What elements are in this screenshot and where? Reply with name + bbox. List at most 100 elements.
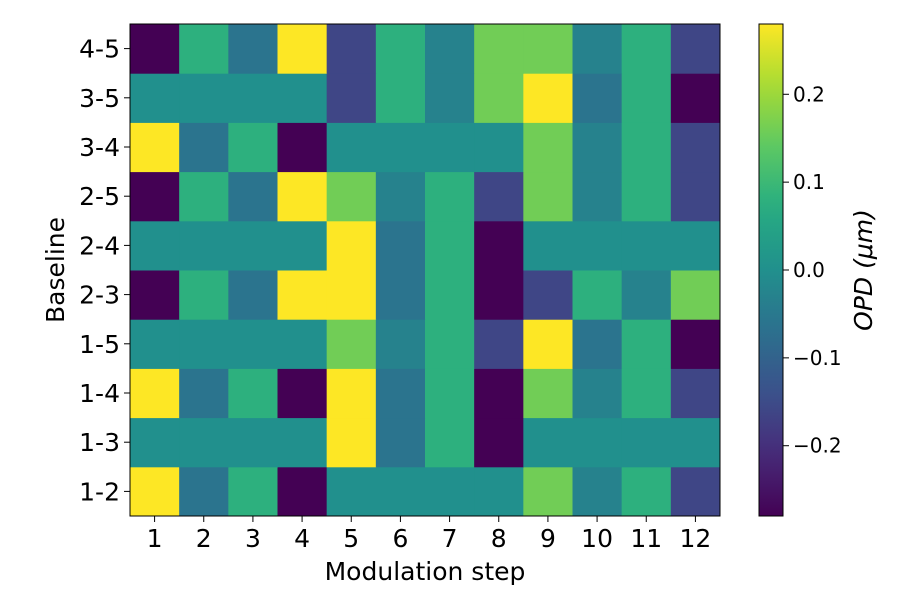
heatmap-cell <box>326 220 377 271</box>
heatmap-cell <box>572 220 623 271</box>
heatmap-cell <box>572 368 623 419</box>
heatmap-cell <box>572 466 623 517</box>
plot-frame <box>129 23 721 517</box>
heatmap-cell <box>179 24 229 74</box>
colorbar-tick-label: −0.2 <box>793 434 842 458</box>
x-tick-label: 4 <box>294 524 310 553</box>
heatmap-cells <box>130 24 721 517</box>
heatmap-cell <box>425 171 475 222</box>
heatmap-cell <box>277 24 328 74</box>
x-tick-label: 6 <box>392 524 408 553</box>
heatmap-cell <box>621 73 672 123</box>
heatmap-cell <box>277 73 328 123</box>
heatmap-cell <box>670 220 721 271</box>
heatmap-cell <box>621 171 672 222</box>
heatmap-cell <box>425 73 475 123</box>
heatmap-cell <box>375 319 426 369</box>
heatmap-cell <box>179 319 229 369</box>
heatmap-cell <box>228 417 278 468</box>
heatmap-cell <box>277 368 328 419</box>
heatmap-cell <box>523 171 573 222</box>
heatmap-cell <box>474 171 524 222</box>
x-tick-label: 10 <box>581 524 613 553</box>
heatmap-cell <box>326 466 377 517</box>
x-tick-label: 2 <box>196 524 212 553</box>
heatmap-cell <box>375 122 426 173</box>
heatmap-cell <box>523 73 573 123</box>
heatmap-cell <box>523 24 573 74</box>
heatmap-cell <box>572 270 623 320</box>
heatmap-cell <box>326 171 377 222</box>
heatmap-cell <box>228 73 278 123</box>
x-tick-label: 1 <box>147 524 163 553</box>
heatmap-cell <box>277 417 328 468</box>
y-tick-label: 3-5 <box>79 84 120 113</box>
heatmap-cell <box>130 466 180 517</box>
heatmap-cell <box>179 417 229 468</box>
heatmap-cell <box>523 466 573 517</box>
heatmap-cell <box>621 270 672 320</box>
heatmap-cell <box>523 319 573 369</box>
heatmap-cell <box>375 368 426 419</box>
x-tick-label: 7 <box>442 524 458 553</box>
heatmap-cell <box>621 417 672 468</box>
heatmap-cell <box>277 220 328 271</box>
heatmap-cell <box>670 73 721 123</box>
heatmap-cell <box>474 270 524 320</box>
heatmap-cell <box>228 220 278 271</box>
heatmap-cell <box>130 220 180 271</box>
heatmap-cell <box>474 368 524 419</box>
heatmap-cell <box>130 24 180 74</box>
y-tick-label: 2-5 <box>79 182 120 211</box>
colorbar <box>758 23 784 517</box>
heatmap-cell <box>670 270 721 320</box>
heatmap-cell <box>326 122 377 173</box>
y-axis-ticks: 1-2 1-3 1-4 1-5 2-3 2-4 2-5 3-4 3-5 4-5 <box>79 35 130 506</box>
y-tick-label: 1-3 <box>79 428 120 457</box>
heatmap-cell <box>425 122 475 173</box>
heatmap-cell <box>572 417 623 468</box>
heatmap-cell <box>523 417 573 468</box>
heatmap-cell <box>179 122 229 173</box>
heatmap-cell <box>179 73 229 123</box>
heatmap-cell <box>228 270 278 320</box>
heatmap-cell <box>670 466 721 517</box>
heatmap-cell <box>621 368 672 419</box>
heatmap-cell <box>523 220 573 271</box>
heatmap-cell <box>326 368 377 419</box>
x-axis-ticks: 1 2 3 4 5 6 7 8 9 10 11 12 <box>147 516 712 553</box>
heatmap-cell <box>326 270 377 320</box>
heatmap-cell <box>523 368 573 419</box>
heatmap-cell <box>474 73 524 123</box>
heatmap-cell <box>375 417 426 468</box>
heatmap-cell <box>670 417 721 468</box>
heatmap-cell <box>326 24 377 74</box>
heatmap-cell <box>130 171 180 222</box>
heatmap-cell <box>474 417 524 468</box>
heatmap-cell <box>130 73 180 123</box>
heatmap-cell <box>425 319 475 369</box>
heatmap-cell <box>572 73 623 123</box>
heatmap-cell <box>179 270 229 320</box>
y-tick-label: 1-4 <box>79 379 120 408</box>
heatmap-cell <box>179 466 229 517</box>
heatmap-cell <box>621 319 672 369</box>
y-tick-label: 2-3 <box>79 281 120 310</box>
x-tick-label: 8 <box>491 524 507 553</box>
colorbar-tick-label: 0.1 <box>793 170 825 194</box>
x-tick-label: 12 <box>680 524 712 553</box>
heatmap-cell <box>425 466 475 517</box>
heatmap-cell <box>228 171 278 222</box>
heatmap-cell <box>326 73 377 123</box>
y-axis-label: Baseline <box>41 217 70 323</box>
heatmap-cell <box>130 270 180 320</box>
heatmap-cell <box>621 220 672 271</box>
heatmap-cell <box>375 24 426 74</box>
heatmap-cell <box>523 122 573 173</box>
heatmap-cell <box>670 122 721 173</box>
x-tick-label: 3 <box>245 524 261 553</box>
x-axis-label: Modulation step <box>325 557 526 586</box>
heatmap-cell <box>425 270 475 320</box>
heatmap-cell <box>228 122 278 173</box>
y-tick-label: 4-5 <box>79 35 120 64</box>
